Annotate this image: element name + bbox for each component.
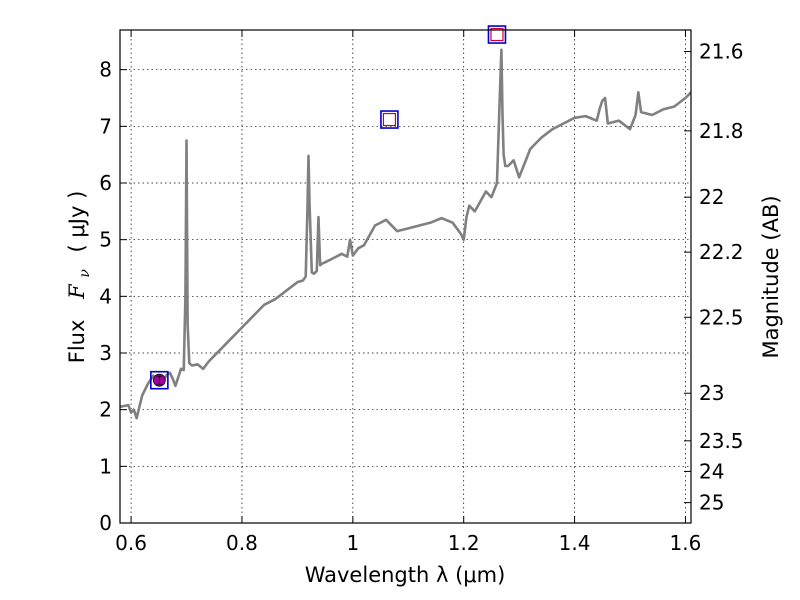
photometry-outer-square [150, 370, 169, 390]
x-axis-label: Wavelength λ (μm) [305, 563, 506, 587]
y-axis-label: Flux F ν ( μJy ) [65, 191, 94, 364]
y2-tick-label: 22.5 [699, 305, 744, 329]
y-tick-label: 5 [99, 228, 112, 252]
secondary-y-axis-label: Magnitude (AB) [759, 195, 783, 358]
y-tick-label: 4 [99, 284, 112, 308]
y2-tick-label: 21.8 [699, 119, 744, 143]
photometry-point [380, 110, 399, 129]
x-tick-label: 0.8 [226, 531, 258, 555]
x-tick-label: 1.4 [559, 531, 591, 555]
spectrum-line [120, 48, 691, 420]
y2-tick-label: 24 [699, 459, 724, 483]
y-tick-label: 3 [99, 341, 112, 365]
y-tick-label: 0 [99, 511, 112, 535]
y-axis-label-subscript: ν [77, 269, 93, 278]
y2-tick-label: 22 [699, 185, 724, 209]
axis-ticks: 0.6 0.8 1 1.2 1.4 1.601234567821.621.82222.22… [99, 30, 744, 555]
x-tick-label: 1 [346, 531, 359, 555]
photometry-outer-square [487, 25, 507, 44]
data-layer [120, 25, 691, 420]
photometry-outer-square [380, 110, 399, 129]
y-tick-label: 8 [99, 58, 112, 82]
y-axis-label-text: Flux [65, 320, 89, 364]
y2-tick-label: 21.6 [699, 40, 744, 64]
y-tick-label: 7 [99, 114, 112, 138]
x-tick-label: 1.6 [670, 531, 702, 555]
photometry-inner-marker [382, 112, 397, 127]
x-tick-label: 1.2 [448, 531, 480, 555]
y-tick-label: 2 [99, 398, 112, 422]
y-axis-label-unit: ( μJy ) [65, 191, 89, 253]
y-tick-label: 6 [99, 171, 112, 195]
y2-tick-label: 23 [699, 381, 724, 405]
y-tick-label: 1 [99, 454, 112, 478]
y2-tick-label: 25 [699, 491, 724, 515]
x-tick-label: 0.6 [115, 531, 147, 555]
y-axis-label-symbol: F [65, 283, 89, 300]
plot-frame [119, 29, 692, 524]
y2-tick-label: 22.2 [699, 240, 744, 264]
photometry-point [487, 25, 507, 44]
y2-tick-label: 23.5 [699, 429, 744, 453]
photometry-inner-marker [490, 27, 504, 42]
photometry-point [150, 370, 169, 390]
